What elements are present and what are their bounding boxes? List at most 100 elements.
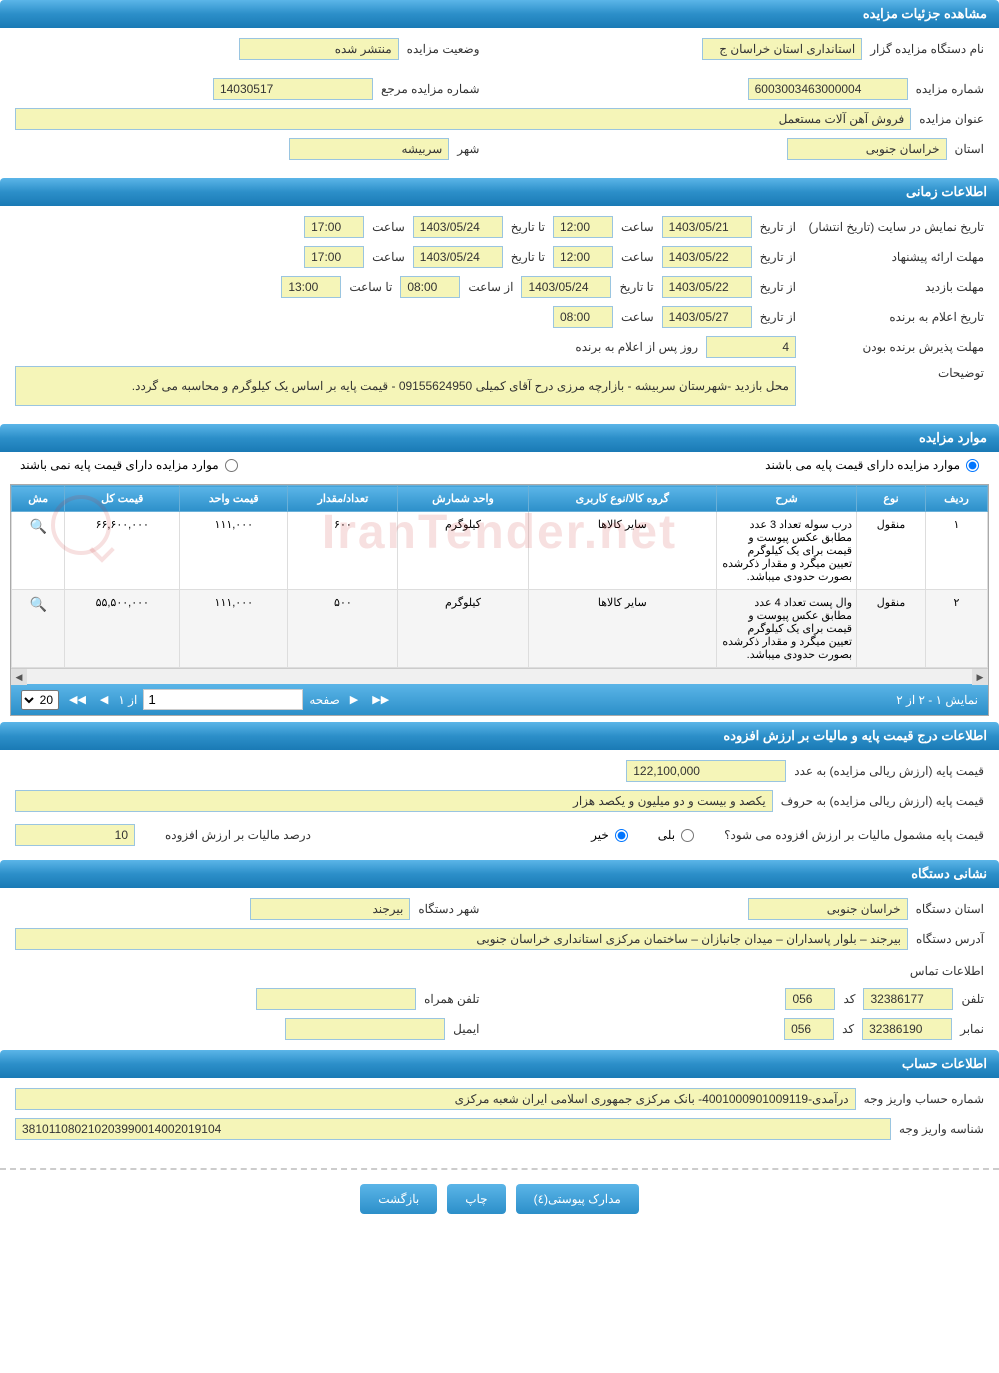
cell-type: منقول bbox=[857, 512, 926, 590]
back-button[interactable]: بازگشت bbox=[360, 1184, 437, 1214]
section-header-account: اطلاعات حساب bbox=[0, 1050, 999, 1078]
pager-first-icon[interactable]: ▶▶ bbox=[368, 693, 393, 706]
vat-no-label: خیر bbox=[591, 828, 609, 842]
hour-label-2: ساعت bbox=[372, 220, 405, 234]
offer-from-time: 12:00 bbox=[553, 246, 613, 268]
vat-no[interactable]: خیر bbox=[591, 828, 628, 842]
items-table-wrap: IranTender.net ردیف نوع شرح گروه کالا/نو… bbox=[10, 484, 989, 716]
cell-unit-price: ۱۱۱,۰۰۰ bbox=[180, 512, 288, 590]
to-label-3: تا تاریخ bbox=[619, 280, 653, 294]
org-label: نام دستگاه مزایده گزار bbox=[870, 42, 984, 56]
from-label: از تاریخ bbox=[760, 220, 796, 234]
account-body: شماره حساب واریز وجه درآمدی-400100090100… bbox=[0, 1078, 999, 1158]
winner-time: 08:00 bbox=[553, 306, 613, 328]
phone-code-label: کد bbox=[843, 992, 855, 1006]
phone-label: تلفن bbox=[961, 992, 984, 1006]
section-header-org: نشانی دستگاه bbox=[0, 860, 999, 888]
price-word-value: یکصد و بیست و دو میلیون و یکصد هزار bbox=[15, 790, 773, 812]
to-label-2: تا تاریخ bbox=[511, 250, 545, 264]
vat-yes[interactable]: بلی bbox=[658, 828, 694, 842]
accept-days: 4 bbox=[706, 336, 796, 358]
notes-value: محل بازدید -شهرستان سربیشه - بازارچه مرز… bbox=[15, 366, 796, 406]
th-desc: شرح bbox=[717, 486, 857, 512]
from-label-2: از تاریخ bbox=[760, 250, 796, 264]
contact-heading: اطلاعات تماس bbox=[910, 964, 984, 978]
cell-row: ۱ bbox=[926, 512, 988, 590]
mobile-value bbox=[256, 988, 416, 1010]
view-icon[interactable]: 🔍 bbox=[29, 518, 46, 534]
attachments-button[interactable]: مدارک پیوستی(٤) bbox=[516, 1184, 639, 1214]
org-addr-value: بیرجند – بلوار پاسداران – میدان جانبازان… bbox=[15, 928, 908, 950]
pager-page-label: صفحه bbox=[309, 693, 339, 707]
publish-from: 1403/05/21 bbox=[662, 216, 752, 238]
vat-pct-value: 10 bbox=[15, 824, 135, 846]
scroll-left-icon[interactable]: ◀ bbox=[11, 669, 27, 685]
action-buttons: مدارک پیوستی(٤) چاپ بازگشت bbox=[0, 1168, 999, 1228]
offer-from: 1403/05/22 bbox=[662, 246, 752, 268]
publish-to: 1403/05/24 bbox=[413, 216, 503, 238]
winner-label: تاریخ اعلام به برنده bbox=[804, 310, 984, 324]
hour-label-3: ساعت bbox=[621, 250, 654, 264]
offer-to-time: 17:00 bbox=[304, 246, 364, 268]
table-header-row: ردیف نوع شرح گروه کالا/نوع کاربری واحد ش… bbox=[12, 486, 988, 512]
from-label-3: از تاریخ bbox=[760, 280, 796, 294]
visit-label: مهلت بازدید bbox=[804, 280, 984, 294]
notes-label: توضیحات bbox=[804, 366, 984, 380]
vat-yes-input[interactable] bbox=[681, 829, 694, 842]
city-label: شهر bbox=[457, 142, 479, 156]
time-body: تاریخ نمایش در سایت (تاریخ انتشار) از تا… bbox=[0, 206, 999, 424]
items-table: ردیف نوع شرح گروه کالا/نوع کاربری واحد ش… bbox=[11, 485, 988, 668]
visit-to-time: 13:00 bbox=[281, 276, 341, 298]
status-value: منتشر شده bbox=[239, 38, 399, 60]
pager-last-icon[interactable]: ◀◀ bbox=[65, 693, 90, 706]
title-value: فروش آهن آلات مستعمل bbox=[15, 108, 911, 130]
title-label: عنوان مزایده bbox=[919, 112, 984, 126]
offer-to: 1403/05/24 bbox=[413, 246, 503, 268]
scroll-right-icon[interactable]: ▶ bbox=[972, 669, 988, 685]
radio-no-base-label: موارد مزایده دارای قیمت پایه نمی باشند bbox=[20, 458, 219, 472]
cell-group: سایر کالاها bbox=[528, 512, 717, 590]
pager-page-input[interactable] bbox=[143, 689, 303, 710]
radio-no-base[interactable]: موارد مزایده دارای قیمت پایه نمی باشند bbox=[20, 458, 238, 472]
price-word-label: قیمت پایه (ارزش ریالی مزایده) به حروف bbox=[781, 794, 984, 808]
price-num-label: قیمت پایه (ارزش ریالی مزایده) به عدد bbox=[794, 764, 984, 778]
th-type: نوع bbox=[857, 486, 926, 512]
th-qty: تعداد/مقدار bbox=[288, 486, 398, 512]
cell-action[interactable]: 🔍 bbox=[12, 590, 65, 668]
visit-from-time: 08:00 bbox=[400, 276, 460, 298]
ref-label: شماره مزایده مرجع bbox=[381, 82, 480, 96]
cell-row: ۲ bbox=[926, 590, 988, 668]
radio-has-base-input[interactable] bbox=[966, 459, 979, 472]
pager-prev-icon[interactable]: ▶ bbox=[346, 693, 362, 706]
offer-label: مهلت ارائه پیشنهاد bbox=[804, 250, 984, 264]
cell-qty: ۶۰۰ bbox=[288, 512, 398, 590]
org-body: استان دستگاه خراسان جنوبی شهر دستگاه بیر… bbox=[0, 888, 999, 1050]
section-header-time: اطلاعات زمانی bbox=[0, 178, 999, 206]
org-city-label: شهر دستگاه bbox=[418, 902, 479, 916]
price-num-value: 122,100,000 bbox=[626, 760, 786, 782]
to-label-1: تا تاریخ bbox=[511, 220, 545, 234]
horizontal-scrollbar[interactable]: ▶ ◀ bbox=[11, 668, 988, 684]
print-button[interactable]: چاپ bbox=[447, 1184, 505, 1214]
view-icon[interactable]: 🔍 bbox=[29, 596, 46, 612]
publish-to-time: 17:00 bbox=[304, 216, 364, 238]
hour-label-4: ساعت bbox=[372, 250, 405, 264]
cell-unit: کیلوگرم bbox=[398, 590, 528, 668]
acc-label: شماره حساب واریز وجه bbox=[864, 1092, 984, 1106]
cell-desc: وال پست تعداد 4 عدد مطابق عکس پیوست و قی… bbox=[717, 590, 857, 668]
radio-no-base-input[interactable] bbox=[225, 459, 238, 472]
visit-from: 1403/05/22 bbox=[662, 276, 752, 298]
pager-size-select[interactable]: 20 bbox=[21, 690, 59, 710]
to-hour-label: تا ساعت bbox=[349, 280, 392, 294]
radio-has-base-label: موارد مزایده دارای قیمت پایه می باشند bbox=[765, 458, 960, 472]
city-value: سربیشه bbox=[289, 138, 449, 160]
hour-label-5: ساعت bbox=[621, 310, 654, 324]
pager-next-icon[interactable]: ◀ bbox=[96, 693, 112, 706]
pager-info: نمایش ۱ - ۲ از ۲ bbox=[896, 693, 978, 707]
vat-no-input[interactable] bbox=[615, 829, 628, 842]
radio-has-base[interactable]: موارد مزایده دارای قیمت پایه می باشند bbox=[765, 458, 979, 472]
org-province-value: خراسان جنوبی bbox=[748, 898, 908, 920]
ref-value: 14030517 bbox=[213, 78, 373, 100]
th-unit-price: قیمت واحد bbox=[180, 486, 288, 512]
vat-yes-label: بلی bbox=[658, 828, 675, 842]
